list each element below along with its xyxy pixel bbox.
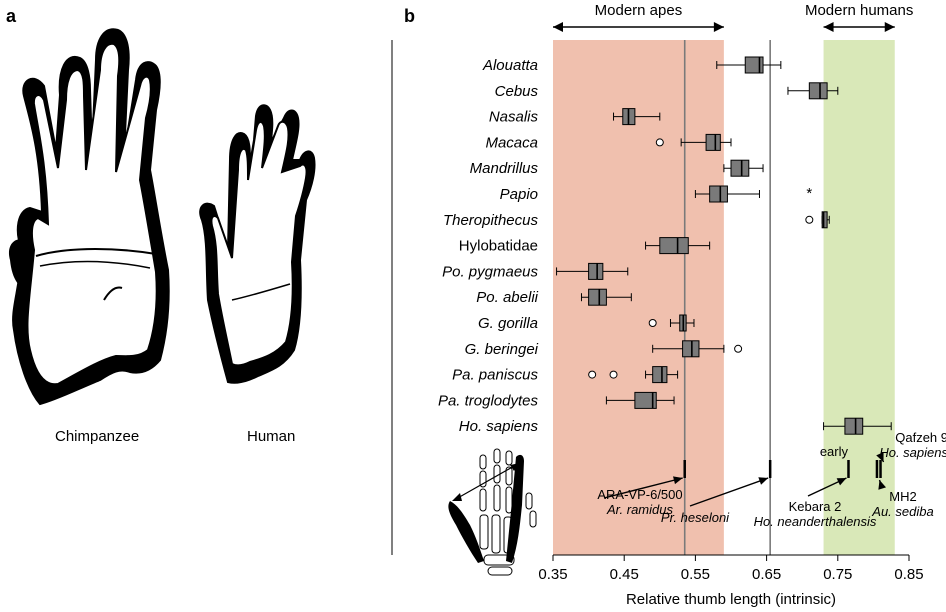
- box: [682, 340, 700, 358]
- panel-b-label: b: [404, 6, 415, 26]
- outlier-point: [588, 370, 597, 379]
- species-labels: Alouatta Cebus Nasalis Macaca Mandrillus Papi…: [438, 57, 539, 435]
- boxplot-po-abelii: [580, 288, 632, 306]
- chimpanzee-hand-illustration: [8, 28, 170, 406]
- band-arrow-head-right: [713, 22, 724, 32]
- outlier-point: [655, 138, 664, 147]
- panel-b: b Modern apes Modern humans * Alouatta Ce…: [391, 2, 946, 608]
- species-label: Mandrillus: [470, 160, 539, 177]
- fossil-label: MH2: [889, 489, 916, 504]
- boxplot-pa-troglodytes: [605, 391, 675, 409]
- box: [588, 288, 607, 306]
- panel-a-label: a: [6, 6, 17, 26]
- human-caption: Human: [247, 428, 295, 445]
- boxplot-papio: [694, 185, 760, 203]
- species-label: Macaca: [485, 134, 538, 151]
- fossil-label: Ho. neanderthalensis: [754, 514, 877, 529]
- x-tick-label: 0.65: [752, 566, 781, 583]
- boxplot-ho-sapiens: [823, 417, 892, 435]
- boxplot-g-gorilla: [648, 314, 695, 332]
- fossil-arrow: [603, 477, 683, 499]
- chimpanzee-caption: Chimpanzee: [55, 428, 139, 445]
- box: [659, 237, 689, 255]
- x-tick-label: 0.85: [894, 566, 923, 583]
- species-label: Po. pygmaeus: [442, 263, 538, 280]
- species-label: Papio: [500, 186, 538, 203]
- boxplots: *: [556, 56, 892, 435]
- box: [588, 262, 604, 280]
- species-label: Po. abelii: [476, 289, 538, 306]
- box: [652, 366, 668, 384]
- boxplot-theropithecus: [805, 211, 830, 229]
- fossil-label: Au. sediba: [871, 504, 933, 519]
- species-label: G. beringei: [465, 341, 539, 358]
- fossil-arrow: [689, 477, 769, 507]
- box: [709, 185, 728, 203]
- species-label: Pa. paniscus: [452, 367, 538, 384]
- band-arrow-head-right: [884, 22, 895, 32]
- boxplot-mandrillus: [723, 159, 764, 177]
- fossil-label: Ho. sapiens: [879, 445, 946, 460]
- species-label: Alouatta: [482, 57, 538, 74]
- boxplot-nasalis: [613, 108, 661, 126]
- x-tick-label: 0.75: [823, 566, 852, 583]
- outlier-point: [805, 215, 814, 224]
- boxplot-alouatta: [716, 56, 782, 74]
- fossil-label: Pr. heseloni: [661, 510, 730, 525]
- human-hand-illustration: [199, 104, 316, 384]
- x-tick-label: 0.45: [610, 566, 639, 583]
- boxplot-pa-paniscus: [588, 366, 679, 384]
- panel-a: a Chimpanzee Human: [6, 6, 316, 445]
- band-labels: Modern apes Modern humans: [553, 2, 913, 32]
- species-label: G. gorilla: [478, 315, 538, 332]
- box: [634, 391, 657, 409]
- modern-humans-label: Modern humans: [805, 2, 913, 19]
- species-label: Theropithecus: [443, 212, 539, 229]
- species-label: Pa. troglodytes: [438, 392, 539, 409]
- fossil-arrow-head: [878, 480, 887, 490]
- fossil-arrow-head: [836, 478, 847, 486]
- x-tick-label: 0.35: [538, 566, 567, 583]
- box: [705, 133, 721, 151]
- species-label: Ho. sapiens: [459, 418, 539, 435]
- outlier-point: [609, 370, 618, 379]
- species-label: Hylobatidae: [459, 238, 538, 255]
- species-label: Cebus: [495, 83, 539, 100]
- boxplot-g-beringei: [652, 340, 743, 358]
- star-marker: *: [806, 185, 812, 202]
- fossil-label: Ar. ramidus: [606, 502, 673, 517]
- boxplot-macaca: [655, 133, 732, 151]
- modern-humans-band: [823, 40, 895, 555]
- x-axis-label: Relative thumb length (intrinsic): [626, 591, 836, 608]
- box: [844, 417, 864, 435]
- boxplot-cebus: [787, 82, 839, 100]
- fossil-label: Kebara 2: [789, 499, 842, 514]
- skeleton-hand-illustration: [448, 448, 537, 576]
- box: [808, 82, 828, 100]
- fossil-label: ARA-VP-6/500: [597, 487, 682, 502]
- outlier-point: [648, 319, 657, 327]
- box: [744, 56, 764, 74]
- x-tick-label: 0.55: [681, 566, 710, 583]
- box: [730, 159, 750, 177]
- fossil-label: early: [820, 444, 849, 459]
- boxplot-hylobatidae: [645, 237, 711, 255]
- species-label: Nasalis: [489, 109, 539, 126]
- box: [821, 211, 828, 229]
- fossil-arrow-head: [673, 476, 683, 485]
- band-arrow-head-left: [553, 22, 563, 32]
- outlier-point: [734, 344, 743, 353]
- fossil-arrow-head: [876, 452, 884, 462]
- fossil-arrow-head: [758, 477, 769, 485]
- modern-apes-label: Modern apes: [595, 2, 683, 19]
- x-axis: 0.35 0.45 0.55 0.65 0.75 0.85: [538, 554, 924, 583]
- boxplot-po-pygmaeus: [556, 262, 629, 280]
- fossil-label: Qafzeh 9: [895, 430, 946, 445]
- modern-apes-band: [553, 40, 724, 555]
- band-arrow-head-left: [823, 22, 834, 32]
